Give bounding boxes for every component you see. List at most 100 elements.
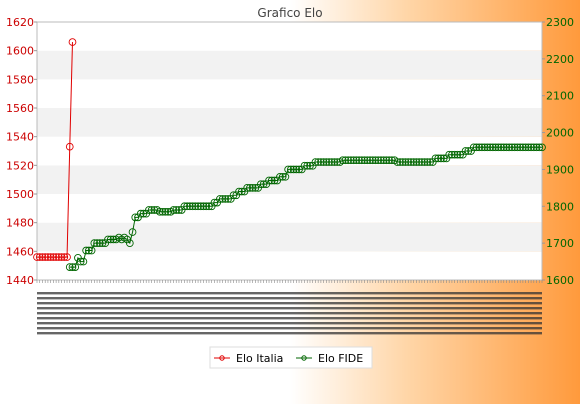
legend-marker-elo-italia (219, 355, 225, 361)
left-tick-label: 1540 (6, 131, 34, 144)
grid-band (37, 79, 542, 108)
data-point-elo-fide (180, 202, 189, 211)
data-point-elo-fide (352, 156, 361, 165)
data-point-elo-fide (355, 156, 363, 165)
right-axis-ticks: 1600 1700 1800 1900 2000 2100 2200 2300 (542, 16, 574, 287)
data-point-elo-fide (407, 158, 415, 166)
data-point-elo-italia (68, 38, 77, 46)
data-point-elo-fide (175, 206, 183, 214)
data-point-elo-fide (521, 143, 530, 152)
data-point-elo-fide (532, 143, 541, 152)
data-point-elo-fide (505, 143, 514, 152)
x-tick-labels-strip (37, 317, 542, 320)
data-point-elo-fide (426, 158, 434, 166)
x-tick-labels-strip (37, 327, 542, 330)
data-point-elo-fide (224, 195, 232, 203)
legend-box (209, 346, 373, 369)
data-point-elo-fide (513, 143, 522, 152)
data-point-elo-fide (289, 165, 298, 174)
data-point-elo-fide (229, 191, 238, 200)
data-point-elo-fide (448, 150, 456, 159)
data-point-elo-fide (529, 143, 538, 152)
legend: Elo Italia Elo FIDE (209, 346, 373, 369)
data-point-elo-fide (256, 180, 265, 189)
data-point-elo-fide (480, 143, 489, 152)
right-tick-label: 1600 (546, 274, 574, 287)
data-point-elo-fide (382, 156, 391, 165)
data-point-elo-italia (57, 253, 66, 261)
data-point-elo-italia (38, 253, 47, 261)
legend-label-elo-fide: Elo FIDE (318, 352, 363, 365)
data-point-elo-fide (357, 156, 366, 165)
data-point-elo-fide (535, 143, 544, 152)
data-point-elo-fide (437, 154, 445, 163)
data-point-elo-fide (202, 202, 211, 211)
data-point-elo-fide (491, 143, 500, 152)
series-points (33, 38, 546, 271)
data-point-elo-fide (341, 156, 350, 165)
data-point-elo-fide (450, 150, 459, 159)
data-point-elo-fide (278, 172, 287, 181)
data-point-elo-fide (499, 143, 508, 152)
data-point-elo-fide (412, 158, 421, 166)
data-point-elo-fide (319, 158, 328, 166)
data-point-elo-fide (508, 143, 516, 152)
data-point-elo-fide (65, 263, 74, 271)
data-point-elo-fide (333, 158, 342, 166)
legend-item-elo-italia: Elo Italia (214, 352, 283, 365)
data-point-elo-fide (164, 207, 172, 216)
data-point-elo-fide (330, 158, 339, 166)
data-point-elo-fide (338, 156, 347, 165)
data-point-elo-fide (246, 184, 254, 192)
data-point-elo-fide (186, 202, 194, 211)
data-point-elo-fide (516, 143, 525, 152)
data-point-elo-fide (303, 161, 312, 170)
data-point-elo-fide (494, 143, 503, 152)
data-point-elo-fide (82, 246, 90, 255)
data-point-elo-fide (497, 143, 505, 152)
legend-marker-elo-fide (301, 355, 307, 361)
data-point-elo-fide (158, 207, 167, 216)
right-tick-label: 2100 (546, 90, 574, 103)
data-point-elo-fide (461, 147, 470, 155)
right-tick-label: 2000 (546, 127, 574, 140)
data-point-elo-fide (409, 158, 418, 166)
data-point-elo-italia (52, 253, 60, 261)
data-point-elo-fide (276, 172, 284, 181)
x-tick-labels-strip (37, 307, 542, 310)
data-point-elo-fide (434, 154, 443, 163)
grid-band (37, 165, 542, 194)
data-point-elo-fide (469, 143, 478, 152)
data-point-elo-fide (300, 161, 309, 170)
data-point-elo-fide (196, 202, 205, 211)
data-point-elo-fide (311, 158, 320, 166)
data-point-elo-fide (317, 158, 325, 166)
grid-bands (36, 21, 543, 281)
data-point-elo-fide (519, 143, 527, 152)
data-point-elo-fide (267, 176, 276, 185)
data-point-elo-fide (538, 143, 546, 152)
left-tick-label: 1600 (6, 45, 34, 58)
right-tick-label: 2200 (546, 53, 574, 66)
data-point-elo-fide (388, 156, 396, 165)
data-point-elo-fide (205, 202, 213, 211)
data-point-elo-fide (472, 143, 481, 152)
data-point-elo-fide (218, 195, 227, 203)
data-point-elo-fide (420, 158, 429, 166)
left-axis-ticks: 1440 1460 1480 1500 1520 1540 1560 1580 1600 1620 (6, 16, 37, 287)
data-point-elo-fide (147, 206, 156, 214)
data-point-elo-fide (349, 156, 358, 165)
data-point-elo-fide (270, 176, 279, 185)
data-point-elo-fide (161, 207, 170, 216)
right-tick-label: 1900 (546, 163, 574, 176)
data-point-elo-fide (237, 187, 246, 196)
data-point-elo-fide (194, 202, 202, 211)
data-point-elo-fide (284, 165, 292, 174)
data-point-elo-fide (145, 206, 153, 214)
data-point-elo-fide (172, 206, 181, 214)
data-point-elo-fide (68, 263, 77, 271)
data-point-elo-fide (87, 246, 96, 255)
data-point-elo-fide (93, 239, 101, 247)
grid-band (37, 108, 542, 137)
data-point-elo-fide (363, 156, 372, 165)
